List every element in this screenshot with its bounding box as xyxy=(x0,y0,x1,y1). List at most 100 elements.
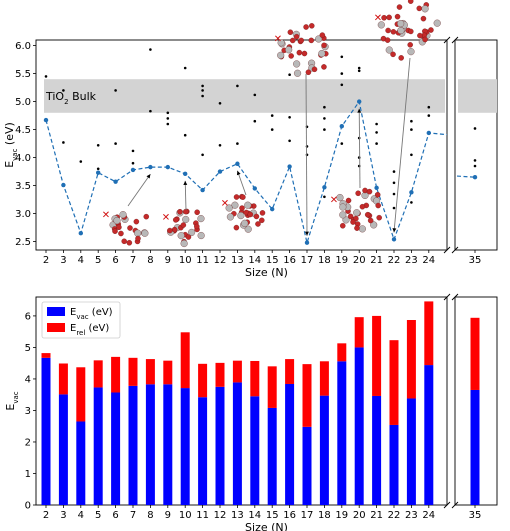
ti-atom xyxy=(141,229,149,237)
o-atom xyxy=(374,192,381,198)
isomer-point xyxy=(375,131,378,134)
ti-atom xyxy=(407,48,415,56)
isomer-point xyxy=(131,149,135,153)
axis-break-mark xyxy=(443,293,451,301)
bulk-band-side xyxy=(458,79,497,113)
y-tick-label: 4 xyxy=(25,374,31,385)
x-tick-label: 2 xyxy=(43,510,49,521)
bar-evac xyxy=(58,394,68,505)
isomer-point xyxy=(427,114,431,117)
o-atom xyxy=(375,202,381,209)
isomer-point xyxy=(44,75,48,78)
bar-evac xyxy=(76,421,86,505)
evac-point xyxy=(130,167,136,173)
isomer-point xyxy=(410,128,413,131)
bar-erel xyxy=(198,363,208,398)
inset-arrow xyxy=(358,108,361,189)
axis-break-mark xyxy=(443,246,451,254)
evac-point xyxy=(217,169,223,174)
x-tick-label: 7 xyxy=(130,255,136,266)
y-tick-label: 1 xyxy=(25,469,31,480)
evac-point xyxy=(165,164,170,170)
isomer-point xyxy=(392,170,396,173)
x-tick-label: 15 xyxy=(266,255,279,266)
x-tick-label: 9 xyxy=(165,255,171,266)
o-atom xyxy=(172,217,179,223)
inset-arrow xyxy=(127,173,151,207)
ti-atom xyxy=(237,212,245,220)
ti-atom xyxy=(377,21,385,29)
o-atom xyxy=(417,32,423,39)
o-atom xyxy=(167,227,173,234)
x-tick-label: 12 xyxy=(214,510,227,521)
bar-erel xyxy=(285,359,295,384)
bar-erel xyxy=(354,317,364,348)
o-atom xyxy=(381,15,387,21)
isomer-point xyxy=(96,143,100,147)
inset-arrow xyxy=(393,57,411,233)
inset-arrowhead xyxy=(183,180,188,185)
bar-erel xyxy=(128,357,138,386)
isomer-point xyxy=(149,109,152,113)
x-tick-label: 15 xyxy=(266,510,279,521)
bar-evac xyxy=(215,386,225,505)
x-tick-label: 13 xyxy=(231,510,244,521)
x-tick-label: 21 xyxy=(370,510,383,521)
cluster-structure: ✕ xyxy=(274,23,329,77)
ti-atom xyxy=(197,215,205,223)
o-atom xyxy=(408,28,414,35)
x-tick-label: 18 xyxy=(318,255,331,266)
o-atom xyxy=(127,225,133,231)
o-atom xyxy=(350,219,356,225)
isomer-point xyxy=(410,119,413,123)
x-tick-label: 11 xyxy=(196,255,209,266)
bar-erel xyxy=(93,360,103,388)
o-atom xyxy=(305,69,312,75)
bar-evac xyxy=(406,398,416,505)
y-tick-label: 6 xyxy=(25,311,31,322)
o-atom xyxy=(240,194,246,200)
plot-frame-side xyxy=(454,39,498,251)
ti-atom xyxy=(358,225,366,233)
isomer-point xyxy=(62,141,65,144)
axis-break-mark xyxy=(451,246,459,254)
vacancy-marker: ✕ xyxy=(274,34,282,45)
bar-erel xyxy=(424,301,434,366)
o-atom xyxy=(118,230,124,237)
ti-atom xyxy=(339,203,347,211)
o-atom xyxy=(321,64,327,70)
bar-evac xyxy=(389,424,399,505)
inset-arrowhead xyxy=(392,228,397,233)
inset-arrowhead xyxy=(357,108,362,113)
x-tick-label: 16 xyxy=(283,255,296,266)
ti-atom xyxy=(119,211,127,219)
x-tick-label: 23 xyxy=(405,510,418,521)
isomer-point xyxy=(201,94,204,98)
x-tick-label: 6 xyxy=(112,510,118,521)
isomer-point xyxy=(236,142,239,145)
ti-atom xyxy=(241,219,249,227)
x-tick-label: 23 xyxy=(405,255,418,266)
evac-point xyxy=(409,190,414,195)
vacancy-marker: ✕ xyxy=(374,13,382,24)
x-tick-label: 4 xyxy=(78,255,84,266)
o-atom xyxy=(293,33,300,40)
x-tick-label: 7 xyxy=(130,510,136,521)
o-atom xyxy=(396,4,403,10)
evac-point xyxy=(61,182,66,188)
y-tick-label: 3.0 xyxy=(15,209,31,220)
isomer-point xyxy=(473,159,477,162)
vacancy-marker: ✕ xyxy=(221,198,229,209)
inset-arrow xyxy=(184,180,187,211)
ti-atom xyxy=(225,204,233,212)
o-atom xyxy=(185,234,192,240)
bar-erel xyxy=(163,360,173,385)
inset-arrow xyxy=(236,170,247,196)
isomer-point xyxy=(473,127,477,130)
bar-evac xyxy=(372,395,382,505)
isomer-point xyxy=(288,139,291,143)
inset-arrowhead xyxy=(305,231,309,236)
x-tick-label: 14 xyxy=(248,510,261,521)
o-atom xyxy=(407,42,413,48)
